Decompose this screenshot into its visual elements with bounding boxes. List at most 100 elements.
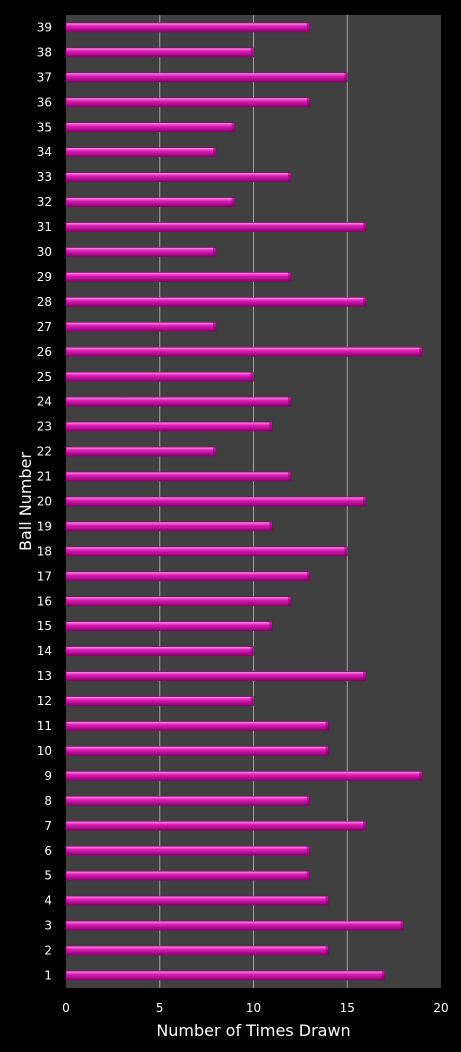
y-axis-title: Ball Number — [16, 452, 35, 551]
y-tick-label: 27 — [37, 320, 52, 334]
y-tick-label: 14 — [37, 644, 52, 658]
bar-ball-10 — [65, 746, 329, 756]
y-tick-label: 19 — [37, 519, 52, 533]
x-axis-ticks: 0 5 10 15 20 — [62, 1001, 448, 1015]
bar-ball-34 — [65, 147, 217, 158]
y-tick-label: 15 — [37, 619, 52, 633]
bar-ball-3 — [65, 920, 404, 931]
bar-end-cap — [231, 197, 235, 207]
bar-end-cap — [344, 72, 348, 82]
bar-ball-35 — [65, 122, 236, 133]
bar-ball-7 — [65, 821, 367, 831]
y-tick-label: 7 — [44, 819, 52, 833]
bar-end-cap — [363, 821, 366, 831]
bar-ball-31 — [65, 222, 367, 232]
bar-ball-8 — [65, 796, 311, 806]
bar-end-cap — [325, 746, 329, 756]
y-tick-label: 1 — [44, 969, 52, 983]
bar-ball-2 — [65, 945, 329, 956]
x-axis-title: Number of Times Drawn — [156, 1021, 350, 1040]
y-tick-label: 18 — [37, 544, 52, 558]
bar-end-cap — [250, 696, 254, 706]
y-tick-label: 28 — [37, 295, 52, 309]
y-tick-label: 32 — [37, 195, 52, 209]
bar-ball-18 — [65, 546, 348, 557]
bar-ball-27 — [65, 322, 217, 332]
y-tick-label: 5 — [44, 869, 52, 883]
bars — [65, 22, 423, 981]
y-tick-label: 24 — [37, 395, 52, 409]
y-tick-label: 2 — [44, 944, 52, 958]
y-tick-label: 9 — [44, 769, 52, 783]
bar-end-cap — [269, 521, 273, 531]
bar-end-cap — [269, 621, 273, 631]
y-tick-label: 36 — [37, 95, 52, 109]
bar-end-cap — [250, 47, 254, 57]
y-tick-label: 6 — [44, 844, 52, 858]
y-tick-label: 22 — [37, 445, 52, 459]
y-tick-label: 31 — [37, 220, 52, 234]
y-tick-label: 4 — [44, 894, 52, 908]
y-tick-label: 12 — [37, 694, 52, 708]
bar-end-cap — [213, 247, 216, 257]
bar-end-cap — [306, 871, 310, 881]
bar-end-cap — [363, 671, 366, 681]
bar-ball-38 — [65, 47, 254, 58]
bar-end-cap — [306, 97, 310, 107]
y-tick-label: 39 — [37, 20, 52, 34]
bar-end-cap — [288, 472, 291, 482]
x-tick-label: 15 — [340, 1001, 355, 1015]
y-tick-label: 17 — [37, 569, 52, 583]
bar-end-cap — [325, 721, 329, 731]
y-tick-label: 11 — [37, 719, 52, 733]
y-tick-label: 23 — [37, 420, 52, 434]
bar-end-cap — [363, 297, 366, 307]
bar-ball-30 — [65, 247, 217, 257]
y-tick-label: 35 — [37, 120, 52, 134]
bar-ball-22 — [65, 446, 217, 457]
bar-ball-14 — [65, 646, 254, 656]
bar-ball-26 — [65, 347, 423, 357]
bar-ball-23 — [65, 421, 273, 432]
bar-end-cap — [325, 946, 329, 956]
x-tick-label: 20 — [433, 1001, 448, 1015]
bar-end-cap — [250, 646, 254, 656]
y-tick-label: 37 — [37, 70, 52, 84]
y-tick-label: 3 — [44, 919, 52, 933]
x-tick-label: 10 — [246, 1001, 261, 1015]
bar-ball-16 — [65, 596, 292, 607]
bar-ball-5 — [65, 870, 311, 881]
bar-end-cap — [288, 172, 291, 182]
bar-end-cap — [344, 546, 348, 556]
bar-end-cap — [288, 272, 291, 282]
bar-end-cap — [306, 846, 310, 856]
bar-end-cap — [288, 397, 291, 407]
bar-end-cap — [400, 921, 404, 931]
y-tick-label: 29 — [37, 270, 52, 284]
y-tick-label: 10 — [37, 744, 52, 758]
bar-ball-15 — [65, 621, 273, 632]
bar-ball-12 — [65, 696, 254, 706]
bar-ball-21 — [65, 471, 292, 482]
y-tick-label: 26 — [37, 345, 52, 359]
bar-ball-6 — [65, 845, 311, 856]
bar-end-cap — [250, 372, 254, 382]
bar-end-cap — [213, 447, 216, 457]
y-tick-label: 33 — [37, 170, 52, 184]
bar-end-cap — [363, 497, 366, 506]
bar-end-cap — [306, 571, 310, 581]
bar-ball-37 — [65, 72, 348, 83]
bar-end-cap — [269, 422, 273, 432]
y-tick-label: 34 — [37, 145, 52, 159]
bar-ball-1 — [65, 970, 386, 981]
bar-ball-13 — [65, 671, 367, 681]
bar-end-cap — [325, 896, 329, 906]
bar-end-cap — [419, 347, 423, 357]
bar-end-cap — [306, 796, 310, 806]
x-tick-label: 5 — [156, 1001, 164, 1015]
bar-ball-32 — [65, 197, 236, 207]
bar-end-cap — [231, 122, 235, 132]
x-tick-label: 0 — [62, 1001, 70, 1015]
